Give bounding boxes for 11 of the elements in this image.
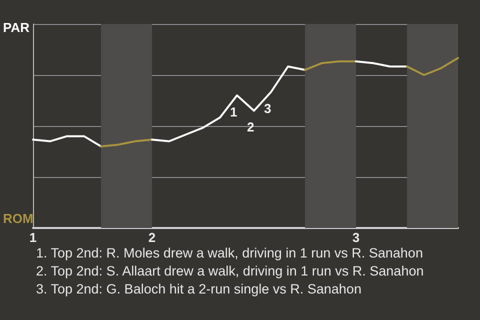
x-tick-label: 1 [29, 230, 37, 245]
annotation: ROM [3, 211, 34, 226]
annotation: 2 [247, 120, 254, 135]
text: PAR [3, 20, 30, 35]
text: 3. Top 2nd: G. Baloch hit a 2-run single vs R. Sanahon [36, 282, 362, 296]
annotation: 1 [230, 104, 238, 120]
x-tick-label: 3 [352, 230, 360, 245]
x-tick-label: 2 [148, 230, 156, 245]
text: 1. Top 2nd: R. Moles drew a walk, driving in 1 run vs R. Sanahon [36, 246, 423, 260]
annotation: 3 [264, 101, 272, 116]
text: 2. Top 2nd: S. Allaart drew a walk, driving in 1 run vs R. Sanahon [36, 264, 424, 278]
